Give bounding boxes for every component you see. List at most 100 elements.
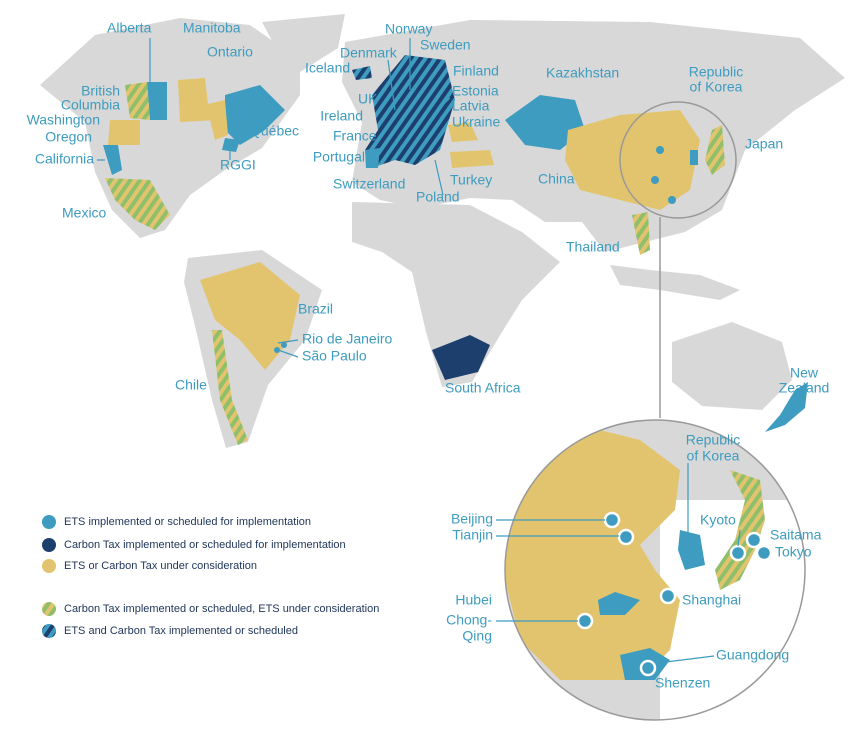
- label: Chong-: [446, 612, 492, 628]
- label: of Korea: [687, 448, 740, 464]
- new-zealand: [765, 382, 808, 432]
- label: Japan: [745, 136, 783, 152]
- label: Portugal: [313, 149, 365, 165]
- saitama-marker: [745, 531, 763, 549]
- label: Manitoba: [183, 20, 241, 36]
- japan: [705, 125, 725, 175]
- label: Guangdong: [716, 647, 789, 663]
- label: São Paulo: [302, 348, 367, 364]
- label: Shenzen: [655, 675, 710, 691]
- leader: [97, 38, 451, 358]
- label: RGGI: [220, 157, 256, 173]
- legend-swatch: [42, 559, 56, 573]
- south-africa: [432, 335, 490, 380]
- label: British: [81, 83, 120, 99]
- inset-china: [505, 425, 680, 680]
- label: Oregon: [45, 129, 92, 145]
- inset-labels: Republic of Korea Beijing Tianjin Kyoto …: [446, 432, 821, 691]
- tianjin-marker: [617, 528, 635, 546]
- label: UK: [358, 91, 378, 107]
- label: Switzerland: [333, 176, 405, 192]
- label: Beijing: [451, 511, 493, 527]
- zoom-circle: [619, 101, 737, 219]
- british-columbia: [125, 82, 150, 120]
- ontario: [208, 100, 228, 140]
- label: Estonia: [452, 83, 499, 99]
- label: Shanghai: [682, 592, 741, 608]
- legend-label: ETS or Carbon Tax under consideration: [64, 560, 257, 572]
- inset-hubei: [598, 592, 640, 615]
- legend-swatch: [42, 538, 56, 552]
- label: Tokyo: [775, 544, 812, 560]
- label: Alberta: [107, 20, 152, 36]
- legend: ETS implemented or scheduled for impleme…: [42, 515, 379, 638]
- china-pilot: [656, 146, 664, 154]
- label: Kyoto: [700, 512, 736, 528]
- label: Iceland: [305, 60, 350, 76]
- label: Columbia: [61, 97, 120, 113]
- label: Republic: [689, 64, 743, 80]
- quebec: [225, 85, 285, 145]
- label: Latvia: [452, 98, 490, 114]
- washington-oregon: [108, 120, 140, 145]
- mexico: [105, 178, 170, 230]
- label: Washington: [27, 112, 100, 128]
- shenzen-marker: [639, 659, 657, 677]
- label: France: [333, 128, 377, 144]
- label: Kazakhstan: [546, 65, 619, 81]
- leaders: [97, 38, 741, 664]
- california: [103, 145, 122, 175]
- sao-paulo-marker: [274, 347, 280, 353]
- indonesia: [610, 265, 740, 300]
- label: Norway: [385, 21, 432, 37]
- inset: [504, 419, 806, 721]
- china-pilot: [651, 176, 659, 184]
- label: Sweden: [420, 37, 471, 53]
- north-america: [40, 18, 300, 238]
- ukraine-turkey: [448, 122, 494, 168]
- greenland: [262, 14, 345, 72]
- shanghai-marker: [659, 587, 677, 605]
- europe: [365, 55, 455, 168]
- label: Saitama: [770, 527, 822, 543]
- label: Ireland: [320, 108, 363, 124]
- brazil: [200, 262, 300, 370]
- beijing-marker: [603, 511, 621, 529]
- label: New: [790, 365, 819, 381]
- thailand: [632, 212, 650, 255]
- legend-swatch: [42, 515, 56, 529]
- kyoto-marker: [729, 544, 747, 562]
- inset-border: [504, 419, 806, 721]
- australia: [672, 322, 792, 410]
- inset-korea: [678, 530, 705, 570]
- manitoba: [178, 78, 218, 122]
- inset-map: [505, 420, 805, 720]
- legend-label: ETS implemented or scheduled for impleme…: [64, 516, 311, 528]
- legend-label: Carbon Tax implemented or scheduled for …: [64, 539, 346, 551]
- korea: [690, 150, 698, 165]
- label: Zealand: [779, 380, 830, 396]
- label: Brazil: [298, 301, 333, 317]
- label: South Africa: [445, 380, 521, 396]
- label: Chile: [175, 377, 207, 393]
- label: Finland: [453, 63, 499, 79]
- label: Tianjin: [452, 527, 493, 543]
- label: Republic: [686, 432, 740, 448]
- map-labels: Alberta Manitoba Ontario British Columbi…: [27, 20, 830, 396]
- iceland: [352, 66, 372, 80]
- legend-swatch: [42, 624, 56, 638]
- legend-label: ETS and Carbon Tax implemented or schedu…: [64, 625, 298, 637]
- portugal: [365, 148, 380, 168]
- label: Denmark: [340, 45, 398, 61]
- leader: [496, 463, 741, 664]
- legend-swatch: [42, 602, 56, 616]
- label: Rio de Janeiro: [302, 331, 392, 347]
- label: Poland: [416, 189, 460, 205]
- label: China: [538, 171, 575, 187]
- regions: [103, 55, 808, 445]
- tokyo-marker: [755, 544, 773, 562]
- rggi: [222, 138, 240, 152]
- label: Turkey: [450, 172, 492, 188]
- chongqing-marker: [576, 612, 594, 630]
